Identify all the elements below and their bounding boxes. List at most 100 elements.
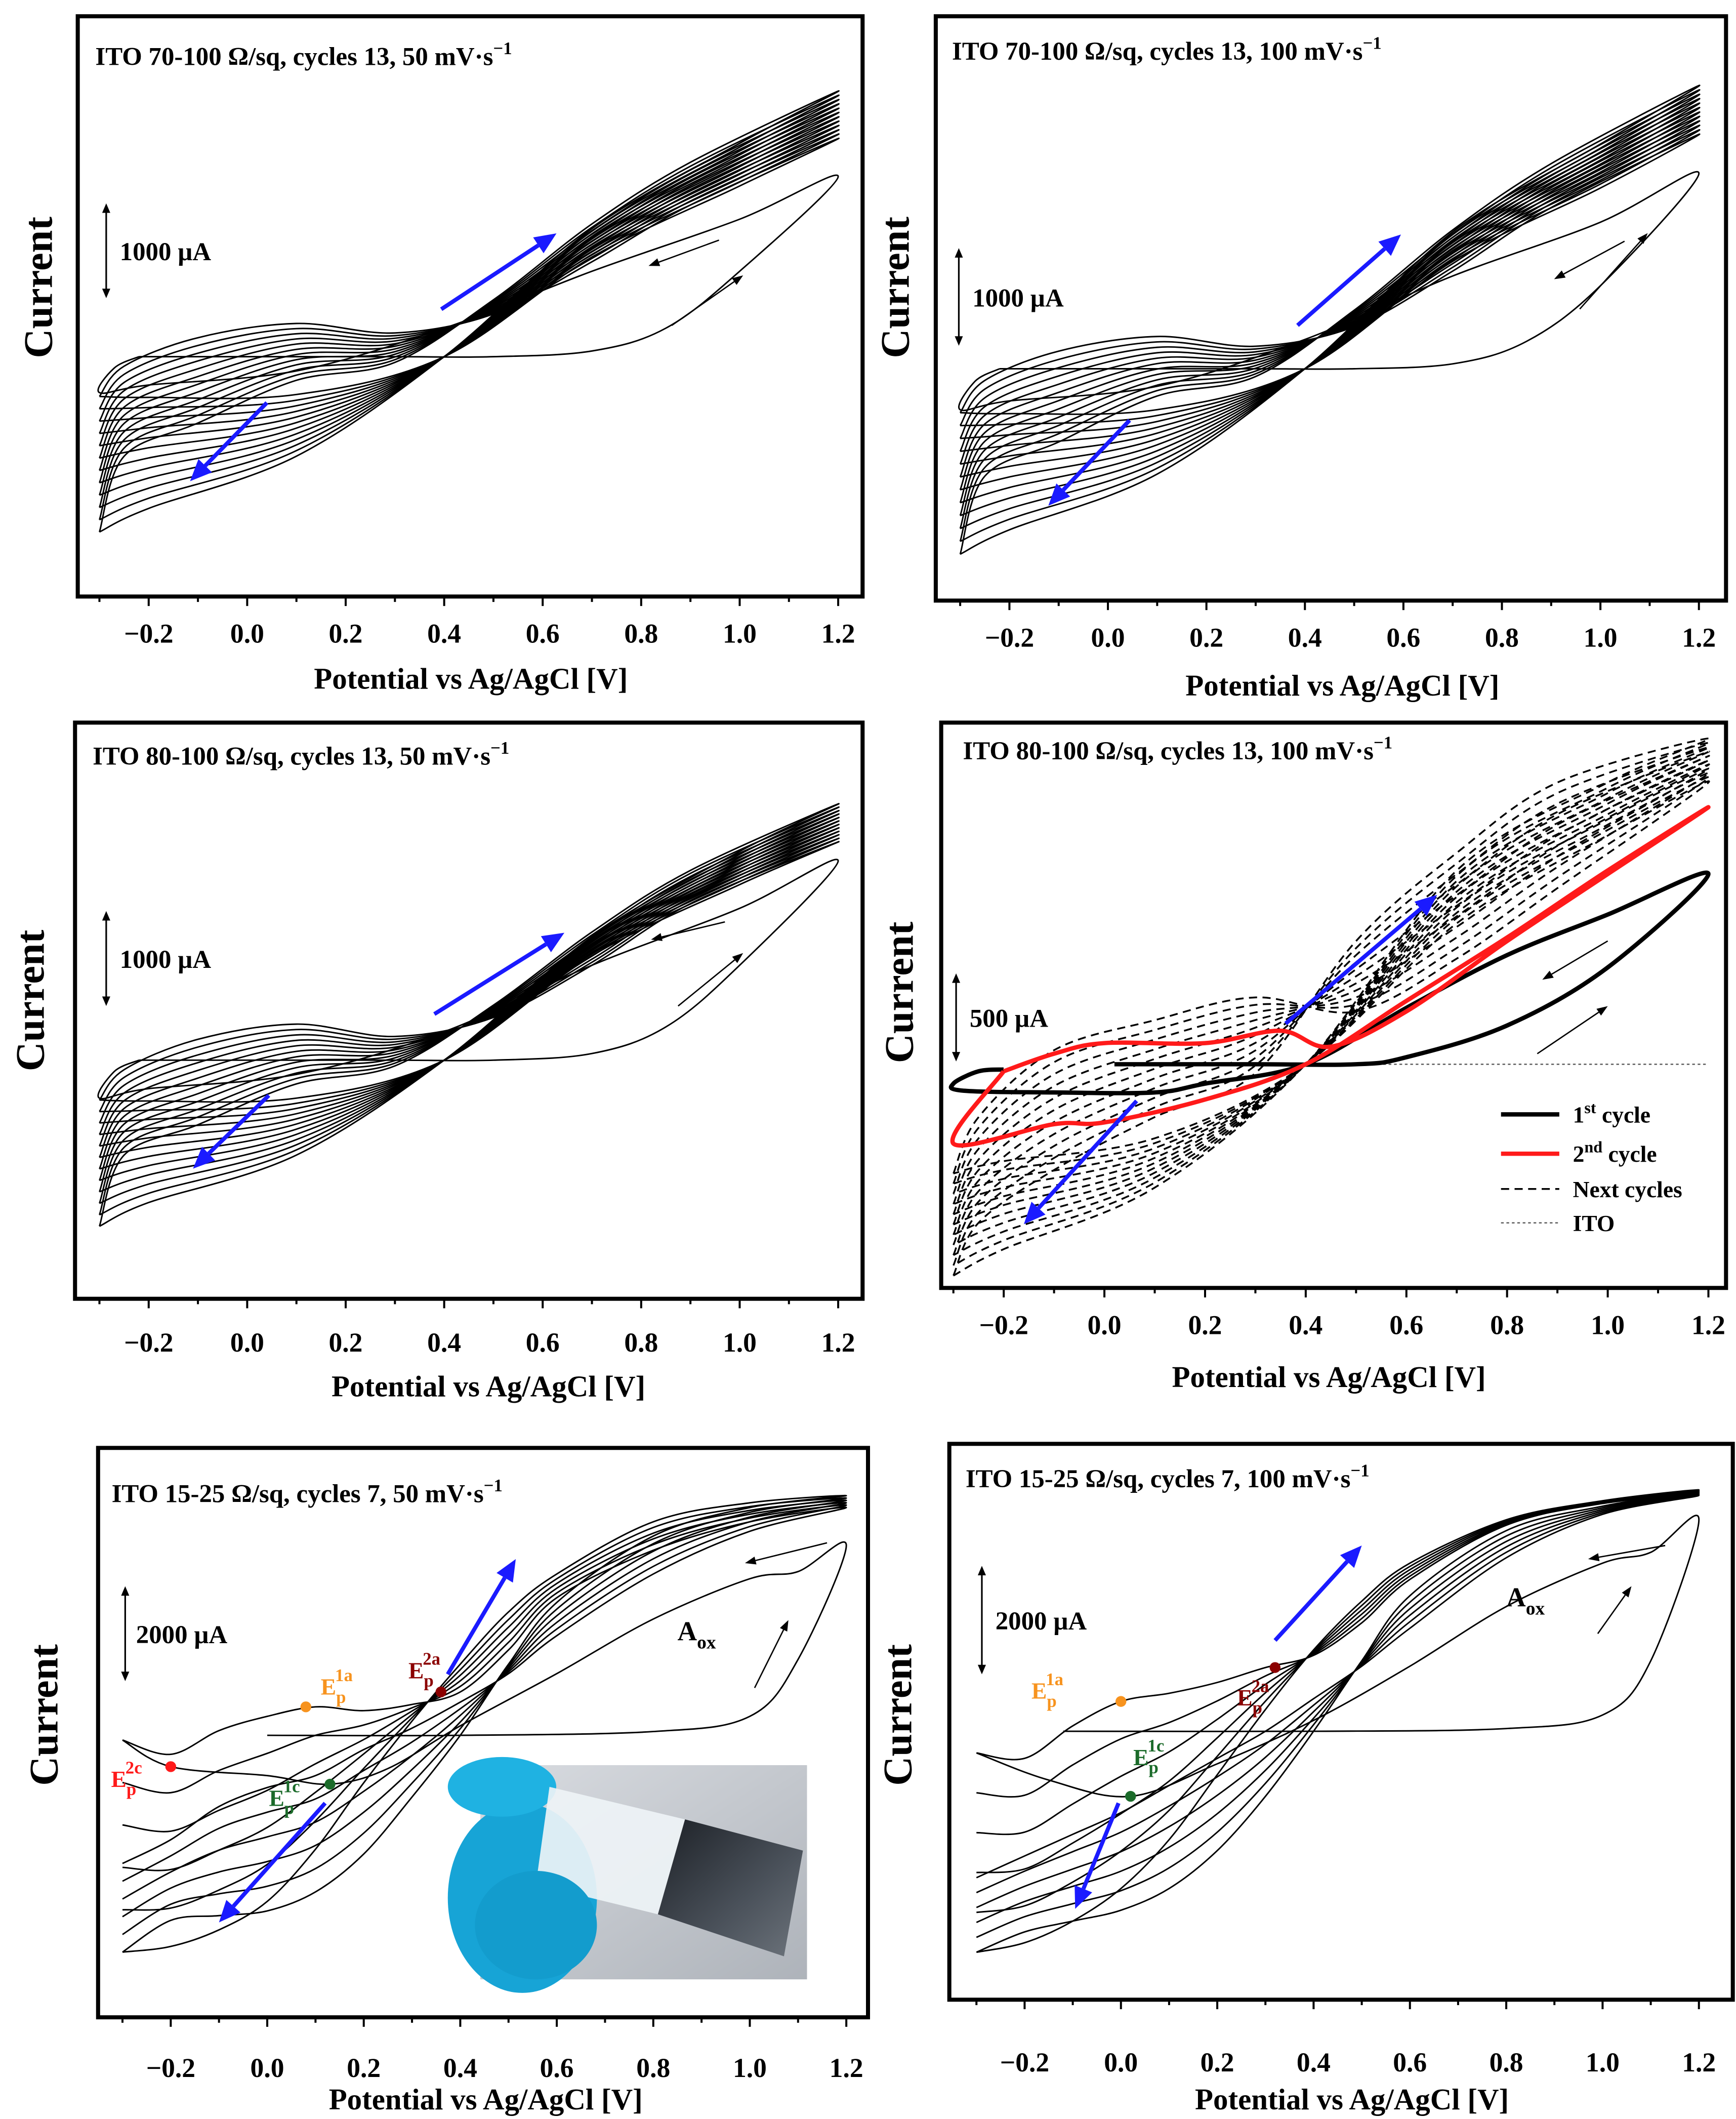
arrow-down-icon: [952, 1052, 961, 1062]
legend-label: 2nd cycle: [1573, 1137, 1657, 1167]
x-axis-label: Potential vs Ag/AgCl [V]: [329, 2083, 643, 2116]
cycle-trend-arrow: [433, 932, 565, 1016]
x-tick-label: 0.6: [540, 2053, 574, 2083]
peak-label-sub: p: [1148, 1758, 1158, 1777]
sweep-direction-arrow: [754, 1620, 789, 1688]
aox-sub: ox: [697, 1633, 716, 1653]
legend-label: Next cycles: [1573, 1176, 1682, 1202]
cycle-trend-arrow: [446, 1559, 516, 1676]
peak-marker: [1115, 1696, 1127, 1707]
sweep-direction-arrow: [745, 1542, 828, 1565]
sweep-direction-arrow: [648, 239, 720, 266]
arrow-down-icon: [977, 1664, 986, 1675]
panel-title: ITO 80-100 Ω/sq, cycles 13, 100 mV·s−1: [963, 732, 1392, 765]
cv-curve-cycle: [959, 111, 1701, 478]
scale-bar-label: 1000 µA: [120, 946, 212, 974]
x-tick-label: 0.4: [427, 1327, 461, 1358]
peak-label: Ep1a: [321, 1665, 353, 1707]
peak-marker: [1269, 1662, 1280, 1673]
scale-bar: 2000 µA: [977, 1566, 1087, 1675]
x-tick-label: 0.0: [1088, 1310, 1122, 1340]
panel-2: −0.2 0.0 0.2 0.4 0.6 0.8 1.0 1.2 ITO 70-100 Ω/sq…: [873, 14, 1728, 702]
x-tick-label: 0.6: [1389, 1310, 1423, 1340]
plot-area: [948, 738, 1711, 1277]
x-tick-label: 0.8: [636, 2053, 670, 2083]
scale-bar: 1000 µA: [955, 248, 1064, 346]
panel-title: ITO 80-100 Ω/sq, cycles 13, 50 mV·s−1: [93, 738, 509, 770]
x-tick-label: 1.2: [1691, 1310, 1725, 1340]
plot-frame: [73, 720, 865, 1301]
arrow-down-icon: [102, 289, 110, 299]
x-tick-label: 0.0: [251, 2053, 284, 2083]
x-tick-label: 0.2: [329, 1327, 363, 1358]
panel-title-exponent: −1: [490, 738, 509, 758]
peak-marker: [300, 1701, 312, 1713]
x-axis-label: Potential vs Ag/AgCl [V]: [1185, 669, 1499, 702]
plot-area: [97, 803, 840, 1227]
x-tick-label: 0.8: [1485, 622, 1519, 653]
peak-marker: [324, 1778, 336, 1790]
arrow-up-icon: [102, 203, 110, 213]
x-tick-label: 0.2: [1201, 2047, 1234, 2077]
cv-curve-cycle-1: [958, 171, 1700, 412]
peak-marker: [435, 1686, 446, 1698]
legend-label-rest: cycle: [1602, 1141, 1657, 1167]
cycle-trend-arrow: [1023, 1099, 1138, 1225]
aox-base: A: [1506, 1582, 1526, 1613]
peak-label: Ep 1c: [1133, 1736, 1164, 1777]
x-tick-label: 1.0: [723, 1327, 757, 1358]
y-axis-label: Current: [877, 921, 922, 1063]
y-axis-label: Current: [873, 217, 918, 358]
cv-curve-cycle: [953, 776, 1710, 1185]
x-tick-label: 0.4: [427, 618, 461, 648]
x-tick-label: 1.0: [1584, 622, 1618, 653]
cv-curve-cycle: [953, 759, 1710, 1226]
x-tick-label: 0.4: [443, 2053, 477, 2083]
x-tick-label: −0.2: [124, 1327, 173, 1358]
x-tick-label: 1.0: [733, 2053, 767, 2083]
peak-label: Ep2a: [1237, 1676, 1269, 1718]
peak-label-sub: p: [127, 1779, 136, 1799]
cycle-trend-arrow: [1284, 894, 1437, 1026]
panel-title: ITO 70-100 Ω/sq, cycles 13, 100 mV·s−1: [952, 33, 1382, 65]
cv-curve-cycle: [122, 1497, 847, 1935]
legend-label-sup: nd: [1584, 1137, 1602, 1156]
cv-curve-cycle: [959, 85, 1701, 555]
peak-label: Ep 1c: [269, 1777, 300, 1818]
x-tick-label: 0.2: [1188, 1310, 1222, 1340]
scale-bar-label: 1000 µA: [120, 238, 212, 266]
cv-curve-cycle: [953, 738, 1710, 1277]
x-tick-label: −0.2: [146, 2053, 195, 2083]
legend-label-base: ITO: [1573, 1210, 1615, 1236]
arrow-up-icon: [952, 973, 961, 983]
cv-curve-cycle: [976, 1490, 1700, 1938]
cv-curve-cycle: [953, 772, 1710, 1195]
panel-title-exponent: −1: [484, 1476, 503, 1495]
x-tick-label: 0.6: [526, 1327, 560, 1358]
scale-bar: 500 µA: [952, 973, 1048, 1062]
cycle-trend-arrow: [193, 1094, 270, 1169]
aox-sub: ox: [1526, 1599, 1545, 1619]
cv-curve-cycle: [99, 841, 840, 1103]
panel-title-text: ITO 15-25 Ω/sq, cycles 7, 50 mV·s: [112, 1480, 484, 1508]
legend-label: ITO: [1573, 1210, 1615, 1236]
cv-curve-cycle: [959, 98, 1701, 516]
sweep-direction-arrow: [1579, 233, 1648, 310]
peak-label-sub: p: [1253, 1698, 1262, 1718]
cv-curve-cycle: [99, 837, 840, 1113]
x-tick-label: 1.0: [723, 618, 757, 648]
plot-area: [976, 1489, 1700, 1953]
panel-title-text: ITO 80-100 Ω/sq, cycles 13, 50 mV·s: [93, 742, 490, 770]
cv-curve-cycle: [959, 129, 1701, 427]
peak-marker: [165, 1761, 177, 1772]
panel-title-exponent: −1: [1362, 33, 1381, 53]
cv-curve-cycle: [959, 115, 1701, 465]
x-axis-label: Potential vs Ag/AgCl [V]: [332, 1370, 645, 1403]
x-tick-label: 0.6: [1386, 622, 1420, 653]
cv-curve-cycle: [959, 93, 1701, 529]
cv-curve-cycle: [122, 1499, 847, 1918]
aox-label: Aox: [1506, 1582, 1545, 1619]
